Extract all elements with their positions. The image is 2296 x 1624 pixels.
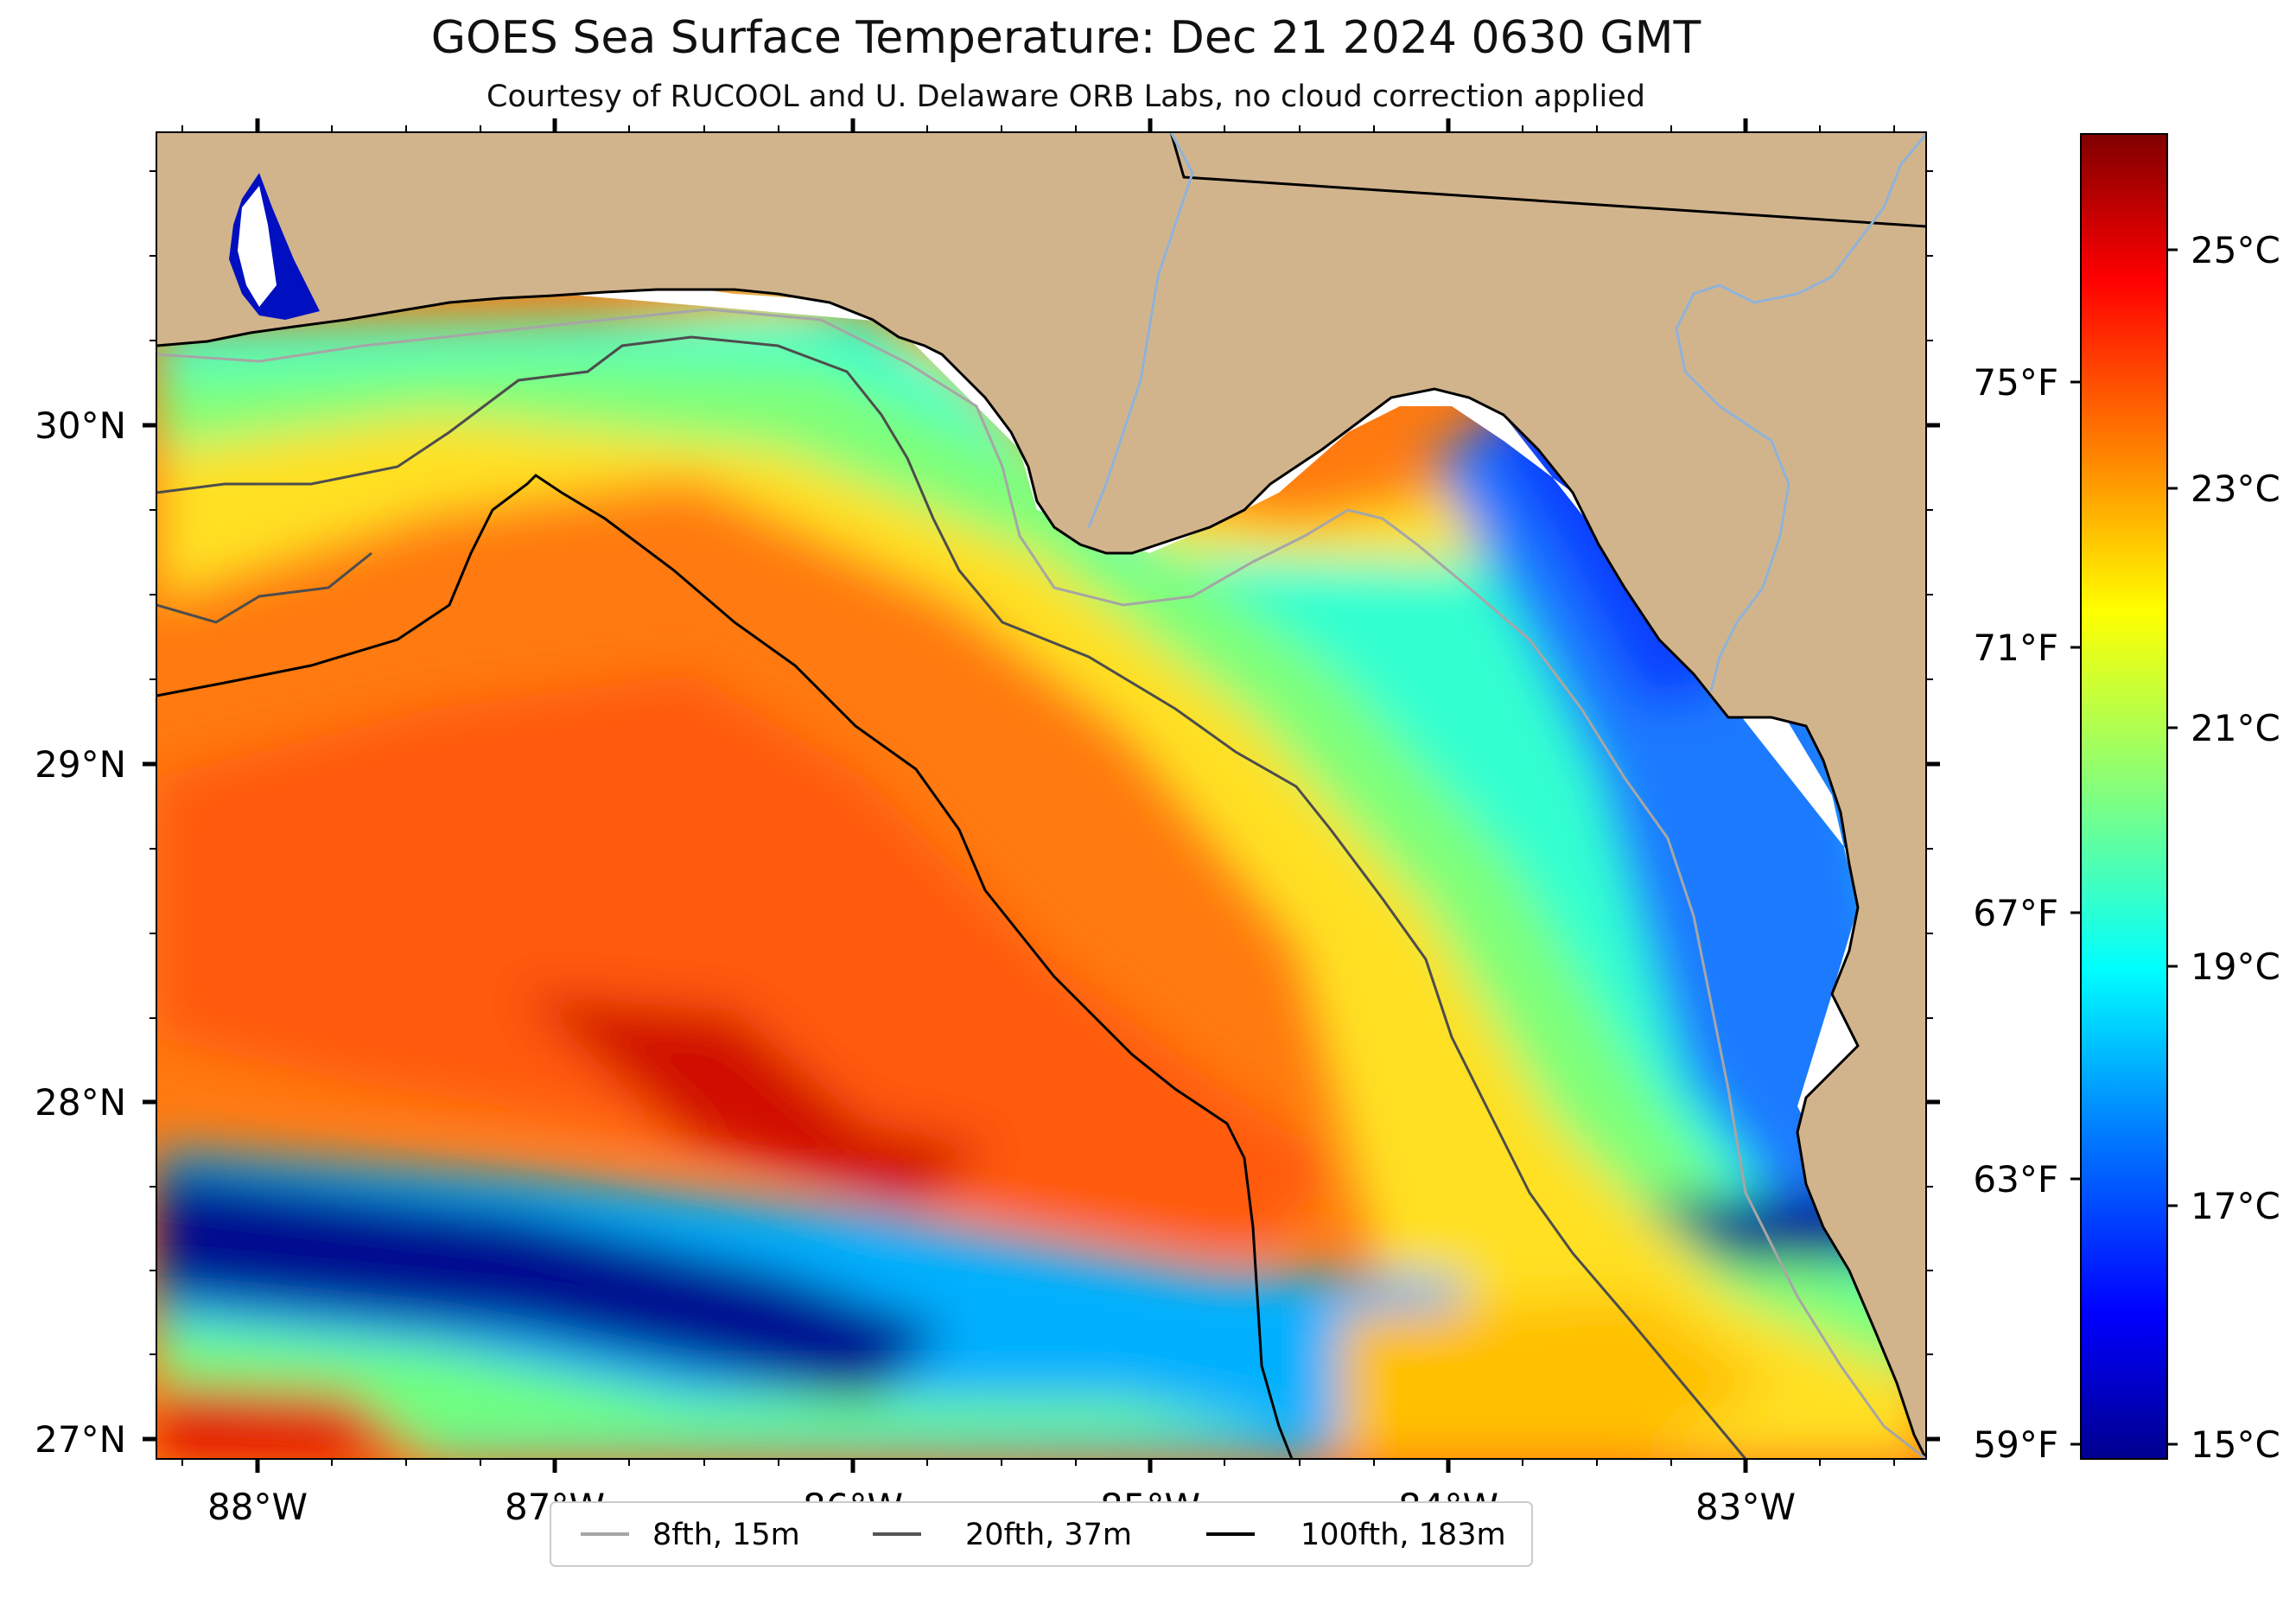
- map-title: GOES Sea Surface Temperature: Dec 21 202…: [430, 12, 1701, 64]
- legend-label: 8fth, 15m: [652, 1518, 800, 1552]
- legend-label: 100fth, 183m: [1301, 1518, 1506, 1552]
- colorbar-celsius-label: 25°C: [2191, 229, 2280, 271]
- rivers: [1087, 132, 1926, 692]
- colorbar-celsius-label: 19°C: [2191, 946, 2280, 988]
- lat-tick-label: 28°N: [35, 1081, 126, 1124]
- colorbar-fahrenheit-label: 63°F: [1973, 1158, 2058, 1200]
- colorbar-fahrenheit-label: 75°F: [1973, 361, 2058, 404]
- colorbar-fahrenheit-label: 71°F: [1973, 627, 2058, 669]
- lat-tick-label: 30°N: [35, 404, 126, 447]
- lon-tick-label: 88°W: [207, 1486, 308, 1528]
- colorbar-celsius-label: 17°C: [2191, 1185, 2280, 1227]
- colorbar-fahrenheit-label: 59°F: [1973, 1423, 2058, 1466]
- colorbar: 25°C 23°C 21°C 19°C 17°C 15°C 75°F 71°F …: [1973, 133, 2280, 1466]
- colorbar-celsius-label: 21°C: [2191, 707, 2280, 749]
- isobath-100fth: [156, 474, 1294, 1459]
- legend-label: 20fth, 37m: [965, 1518, 1132, 1552]
- land: [156, 132, 1926, 1459]
- minor-ticks: [149, 125, 1933, 1466]
- colorbar-gradient: [2080, 133, 2168, 1460]
- lat-tick-label: 27°N: [35, 1418, 126, 1461]
- lat-major-ticks: [143, 423, 1940, 1442]
- isobath-8fth: [156, 308, 1926, 1459]
- legend: 8fth, 15m 20fth, 37m 100fth, 183m: [550, 1501, 1533, 1567]
- state-border: [1169, 132, 1926, 228]
- map-frame: [156, 131, 1927, 1460]
- map-subtitle: Courtesy of RUCOOL and U. Delaware ORB L…: [487, 80, 1645, 114]
- lat-tick-labels: 30°N 29°N 28°N 27°N: [35, 404, 126, 1461]
- coastline: [156, 288, 1926, 1459]
- legend-box: [550, 1501, 1533, 1567]
- lat-tick-label: 29°N: [35, 743, 126, 786]
- map-area: [156, 132, 1926, 1459]
- lon-major-ticks: [255, 118, 1748, 1473]
- colorbar-fahrenheit-label: 67°F: [1973, 892, 2058, 934]
- colorbar-celsius-label: 15°C: [2191, 1423, 2280, 1466]
- lon-tick-label: 83°W: [1695, 1486, 1796, 1528]
- isobath-20fth: [156, 335, 1747, 1459]
- colorbar-celsius-label: 23°C: [2191, 468, 2280, 510]
